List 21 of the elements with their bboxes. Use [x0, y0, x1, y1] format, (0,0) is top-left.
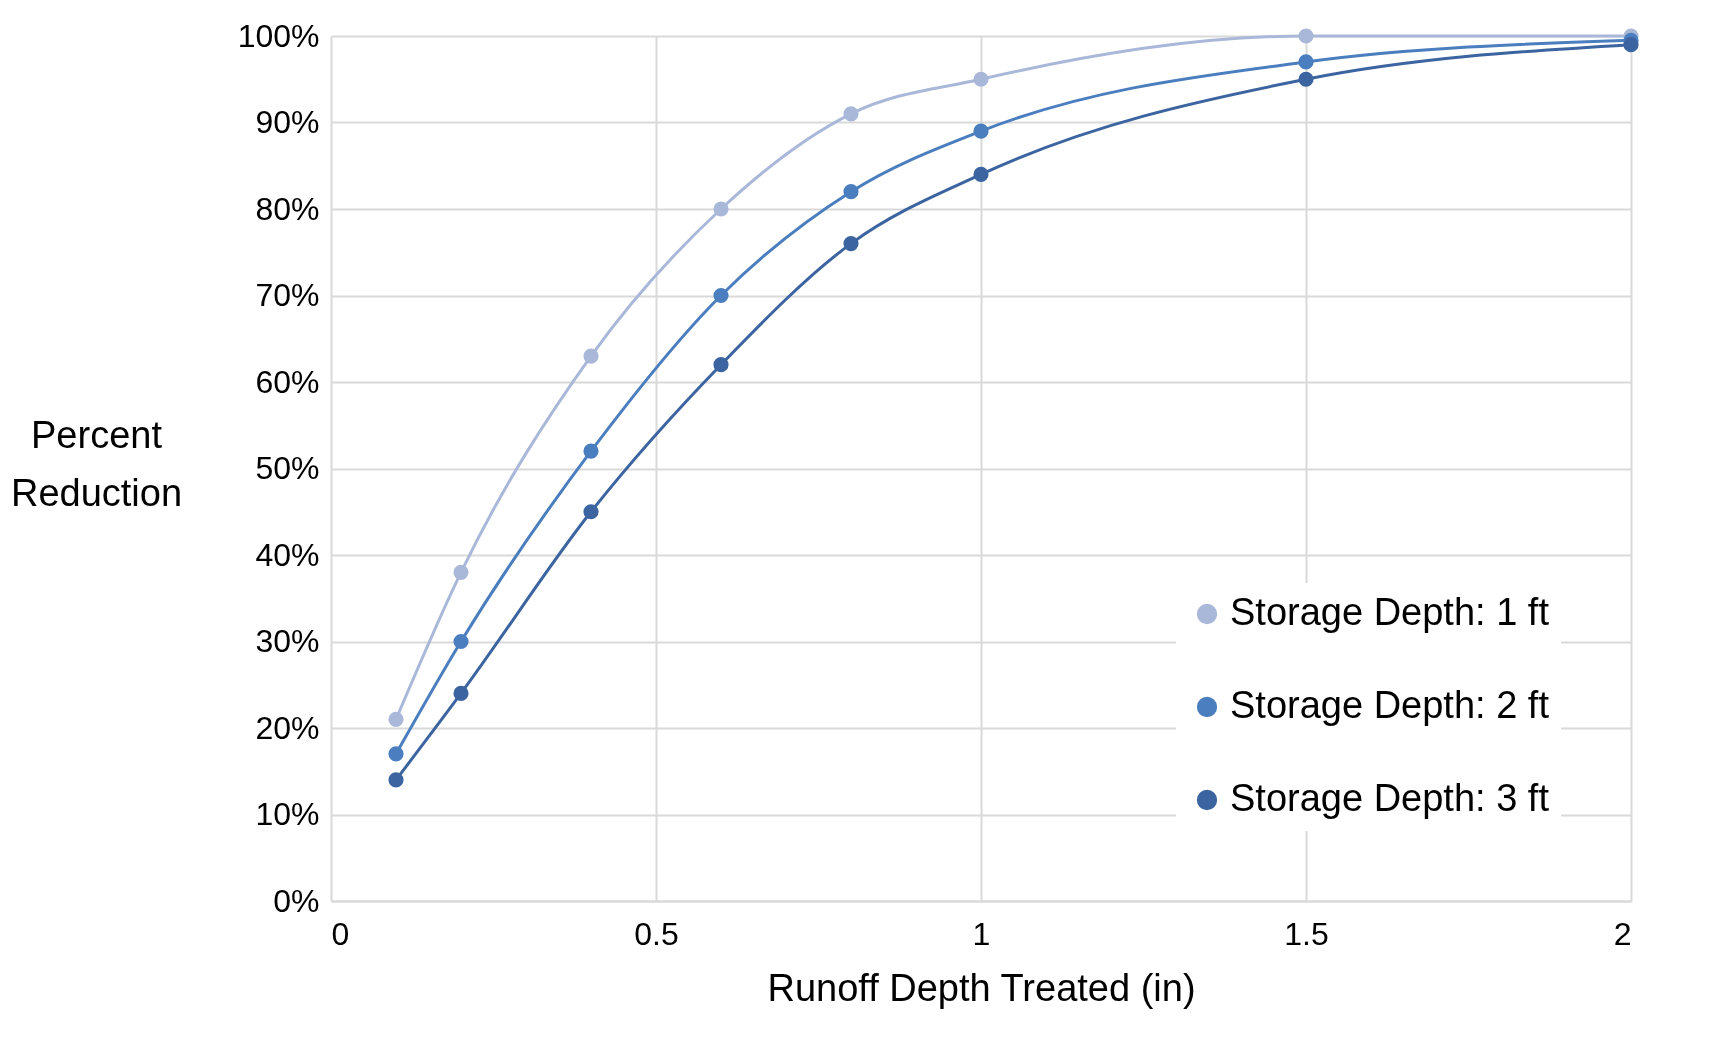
legend-label: Storage Depth: 1 ft	[1230, 591, 1550, 633]
x-tick-label: 2	[1613, 915, 1632, 952]
y-tick-label: 20%	[255, 709, 320, 746]
legend-label: Storage Depth: 3 ft	[1230, 777, 1550, 819]
y-tick-label: 80%	[255, 190, 320, 227]
x-tick-label: 1.5	[1284, 915, 1329, 952]
y-tick-label: 70%	[255, 277, 320, 313]
x-axis-title: Runoff Depth Treated (in)	[767, 966, 1196, 1009]
y-tick-label: 0%	[273, 882, 320, 919]
x-tick-label: 0.5	[634, 915, 679, 952]
y-tick-label: 10%	[255, 796, 320, 832]
x-tick-label: 1	[972, 915, 991, 952]
x-tick-label: 0	[331, 915, 350, 952]
y-tick-label: 90%	[255, 104, 320, 140]
legend-label: Storage Depth: 2 ft	[1230, 684, 1550, 726]
y-tick-label: 30%	[255, 623, 320, 659]
y-tick-label: 50%	[255, 450, 320, 486]
y-tick-label: 60%	[255, 363, 320, 400]
y-tick-label: 40%	[255, 536, 320, 573]
y-tick-label: 100%	[237, 17, 320, 54]
y-axis-title: Percent Reduction	[10, 413, 183, 514]
